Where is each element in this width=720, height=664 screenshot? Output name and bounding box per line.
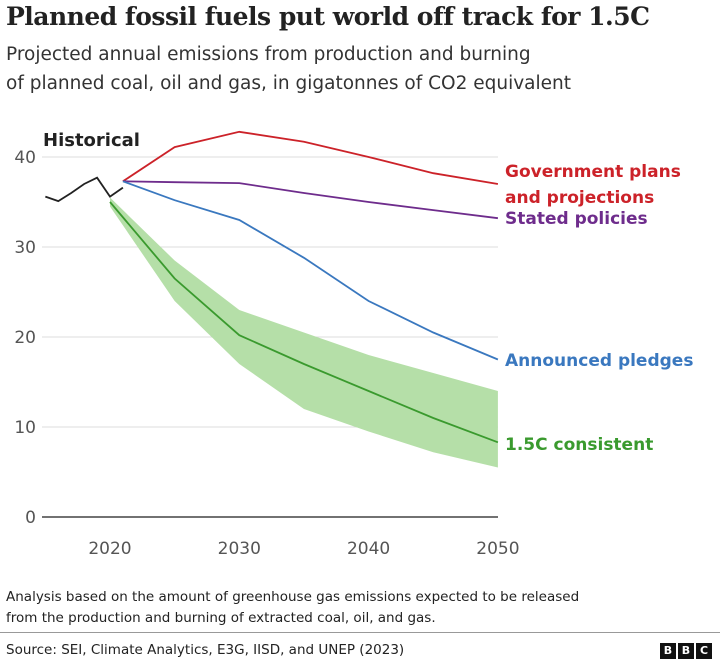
logo-letter: B bbox=[678, 643, 694, 659]
y-tick-label: 40 bbox=[14, 148, 36, 168]
note-line-2: from the production and burning of extra… bbox=[6, 610, 436, 626]
bbc-logo: B B C bbox=[660, 643, 712, 659]
footer-divider bbox=[0, 632, 720, 633]
series-line-government-plans-and-projections bbox=[122, 130, 499, 185]
series-label: and projections bbox=[505, 188, 654, 208]
x-tick-label: 2050 bbox=[476, 539, 519, 559]
subtitle-line-2: of planned coal, oil and gas, in gigaton… bbox=[6, 73, 572, 94]
chart-title: Planned fossil fuels put world off track… bbox=[6, 2, 650, 31]
x-tick-label: 2020 bbox=[88, 539, 131, 559]
subtitle-line-1: Projected annual emissions from producti… bbox=[6, 44, 531, 65]
series-line-historical bbox=[45, 176, 124, 203]
x-tick-label: 2030 bbox=[218, 539, 261, 559]
logo-letter: C bbox=[696, 643, 712, 659]
series-label: Announced pledges bbox=[505, 351, 693, 371]
series-label: Stated policies bbox=[505, 209, 648, 229]
y-tick-label: 30 bbox=[14, 238, 36, 258]
y-tick-label: 0 bbox=[25, 508, 36, 528]
x-tick-label: 2040 bbox=[347, 539, 390, 559]
series-line-announced-pledges bbox=[122, 180, 499, 361]
series-label: 1.5C consistent bbox=[505, 435, 653, 455]
range-band-1-5c bbox=[110, 197, 498, 468]
y-tick-label: 10 bbox=[14, 418, 36, 438]
series-line-stated-policies bbox=[122, 180, 499, 220]
series-line-1-5c-consistent bbox=[109, 201, 499, 444]
source-text: Source: SEI, Climate Analytics, E3G, IIS… bbox=[6, 642, 405, 658]
note-line-1: Analysis based on the amount of greenhou… bbox=[6, 589, 580, 605]
series-label: Government plans bbox=[505, 162, 681, 182]
series-label: Historical bbox=[43, 130, 140, 151]
y-tick-label: 20 bbox=[14, 328, 36, 348]
logo-letter: B bbox=[660, 643, 676, 659]
